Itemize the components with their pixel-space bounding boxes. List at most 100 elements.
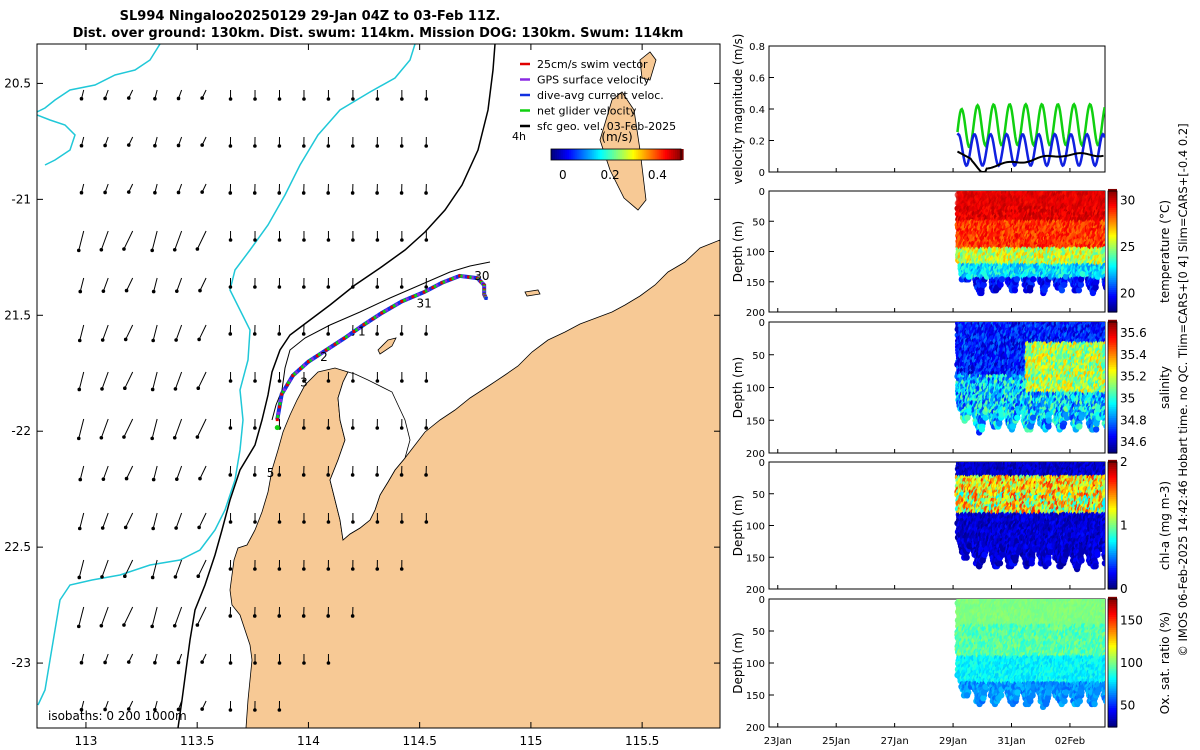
track-vector-mark — [278, 402, 282, 406]
colorbar-segment — [597, 149, 601, 160]
track-vector-mark — [395, 302, 399, 306]
velocity-arrow-head — [100, 338, 105, 342]
velocity-arrow-head — [173, 575, 178, 579]
velocity-arrow-head — [176, 143, 181, 148]
velocity-arrow-head — [78, 477, 83, 482]
track-vector-mark — [318, 352, 322, 356]
colorbar-segment — [605, 149, 609, 160]
velocity-arrow-head — [78, 289, 83, 294]
velocity-arrow-head — [277, 661, 282, 665]
section-data — [954, 191, 1105, 297]
velocity-arrow-head — [302, 379, 306, 383]
map-title-line1: SL994 Ningaloo20250129 29-Jan 04Z to 03-… — [120, 9, 501, 24]
velocity-arrow-head — [253, 97, 257, 101]
y-tick-label: 21.5 — [4, 308, 31, 322]
velocity-arrow-head — [176, 190, 181, 195]
velocity-arrow-head — [375, 238, 380, 242]
depth-tick-label: 150 — [746, 278, 765, 289]
velocity-arrow-head — [350, 614, 355, 618]
track-vector-mark — [299, 367, 303, 371]
colorbar-segment — [553, 149, 556, 160]
velocity-arrow-head — [253, 567, 257, 571]
colorbar-segment — [603, 149, 607, 160]
track-vector-mark — [458, 274, 462, 278]
velocity-arrow-head — [174, 526, 178, 530]
colorbar-segment — [561, 149, 564, 160]
section-sample-point — [1077, 276, 1085, 283]
velocity-arrow-head — [301, 332, 306, 336]
track-vector-mark — [329, 345, 333, 349]
track-vector-mark — [313, 355, 317, 359]
y-tick-label: -23 — [11, 656, 31, 670]
legend-label: 25cm/s swim vector — [537, 58, 648, 71]
velocity-arrow-head — [126, 190, 131, 194]
velocity-arrow-head — [197, 525, 201, 530]
velocity-arrow-head — [351, 379, 355, 383]
velocity-arrow-head — [301, 191, 306, 195]
colorbar-segment — [646, 149, 650, 160]
velocity-arrow-head — [301, 473, 306, 477]
track-vector-mark — [279, 398, 283, 402]
legend-note: 4h — [512, 130, 526, 143]
velocity-y-tick-label: 0.4 — [749, 105, 765, 116]
velocity-arrow-head — [326, 238, 331, 242]
track-vector-mark — [405, 297, 409, 301]
velocity-y-tick-label: 0.6 — [749, 74, 765, 85]
velocity-arrow-shaft — [152, 512, 158, 529]
velocity-arrow-head — [301, 614, 306, 618]
track-vector-mark — [387, 307, 391, 311]
velocity-arrow-head — [175, 477, 179, 481]
velocity-arrow-shaft — [174, 371, 183, 390]
colorbar-segment — [589, 149, 593, 160]
velocity-arrow-shaft — [79, 512, 85, 529]
colorbar-segment — [581, 149, 585, 160]
velocity-arrow-head — [176, 660, 181, 665]
velocity-arrow-head — [302, 661, 306, 665]
velocity-arrow-shaft — [125, 324, 134, 340]
colorbar-segment — [557, 149, 560, 160]
velocity-arrow-head — [277, 708, 282, 712]
velocity-arrow-shaft — [126, 465, 134, 479]
colorbar-segment — [618, 149, 621, 160]
series-net-glider-velocity — [956, 102, 1105, 149]
velocity-arrow-head — [200, 190, 204, 194]
track-vector-mark — [403, 298, 407, 302]
velocity-arrow-head — [350, 567, 355, 571]
velocity-arrow-head — [424, 97, 429, 101]
track-vector-mark — [442, 280, 446, 284]
velocity-arrow-shaft — [151, 230, 158, 251]
velocity-arrow-head — [174, 338, 178, 342]
velocity-arrow-head — [172, 435, 177, 440]
velocity-ylabel: velocity magnitude (m/s) — [731, 34, 745, 185]
track-vector-mark — [285, 383, 289, 387]
track-vector-mark — [280, 392, 284, 396]
track-vector-mark — [440, 281, 444, 285]
velocity-arrow-head — [79, 143, 84, 148]
colorbar-segment — [626, 149, 629, 160]
colorbar-segment — [660, 149, 664, 160]
section-sample-point — [1061, 281, 1068, 288]
colorbar-segment — [591, 149, 595, 160]
colorbar-segment — [632, 149, 635, 160]
section-sample-point — [997, 281, 1004, 288]
velocity-arrow-head — [400, 238, 404, 242]
velocity-arrow-shaft — [151, 418, 158, 439]
colorbar-segment — [681, 149, 684, 160]
colorbar-segment — [676, 149, 680, 160]
track-vector-mark — [283, 387, 287, 391]
velocity-ticks: 00.20.40.60.8 — [749, 42, 1071, 179]
track-vector-mark — [320, 351, 324, 355]
velocity-arrow-head — [122, 435, 126, 439]
track-vector-mark — [279, 395, 283, 399]
colorbar-tick-label: 0 — [559, 168, 567, 182]
velocity-arrow-shaft — [152, 559, 158, 578]
velocity-arrow-shaft — [78, 418, 85, 439]
velocity-arrow-head — [302, 238, 306, 242]
section-sample-point — [1058, 287, 1066, 294]
track-vector-mark — [311, 357, 315, 361]
velocity-arrow-head — [326, 426, 331, 430]
colorbar-segment — [609, 149, 613, 160]
velocity-arrow-head — [252, 473, 257, 477]
colorbar-segment — [583, 149, 587, 160]
